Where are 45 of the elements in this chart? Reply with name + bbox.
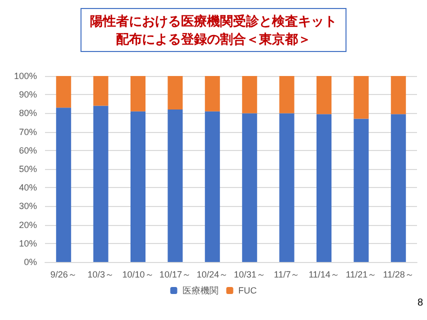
bar: [354, 76, 369, 119]
x-tick-label: 11/14～: [308, 270, 340, 280]
bar: [390, 114, 406, 262]
x-tick-label: 11/7～: [274, 270, 300, 280]
y-tick-label: 10%: [18, 238, 37, 248]
bar: [316, 114, 332, 262]
bar: [204, 76, 220, 112]
y-tick-label: 100%: [14, 71, 37, 81]
chart-title: 陽性者における医療機関受診と検査キット配布による登録の割合＜東京都＞: [90, 14, 337, 46]
x-tick-label: 10/10～: [122, 270, 154, 280]
x-tick-label: 11/21～: [346, 270, 377, 280]
y-tick-label: 20%: [18, 220, 37, 230]
bar: [242, 76, 258, 114]
bar: [130, 111, 146, 262]
bar: [242, 113, 258, 262]
x-tick-label: 10/3～: [88, 270, 114, 280]
y-tick-label: 0%: [24, 257, 37, 267]
y-tick-label: 80%: [18, 108, 37, 118]
y-tick-label: 90%: [18, 90, 37, 100]
x-tick-label: 11/28～: [382, 270, 414, 280]
x-tick-label: 10/17～: [159, 270, 191, 280]
y-tick-label: 30%: [18, 201, 37, 212]
legend-label: FUC: [238, 286, 258, 296]
bar: [168, 76, 183, 110]
legend-label: 医療機関: [182, 286, 218, 296]
x-tick-label: 10/24～: [196, 270, 228, 280]
bar: [93, 106, 108, 262]
bar: [56, 108, 72, 262]
bar: [204, 111, 220, 262]
bar: [316, 76, 332, 114]
y-tick-label: 50%: [18, 164, 37, 174]
bar: [93, 76, 108, 106]
x-tick-label: 9/26～: [50, 270, 77, 280]
y-tick-label: 70%: [18, 126, 37, 137]
bar: [390, 76, 406, 114]
y-tick-label: 40%: [18, 182, 37, 193]
bar: [354, 118, 369, 262]
y-tick-label: 60%: [18, 145, 37, 156]
bar: [279, 113, 294, 262]
bar: [279, 76, 294, 114]
x-tick-label: 10/31～: [234, 270, 266, 280]
bar: [168, 109, 183, 262]
bar: [56, 76, 72, 108]
text: 8: [417, 298, 424, 308]
bar: [130, 76, 146, 112]
